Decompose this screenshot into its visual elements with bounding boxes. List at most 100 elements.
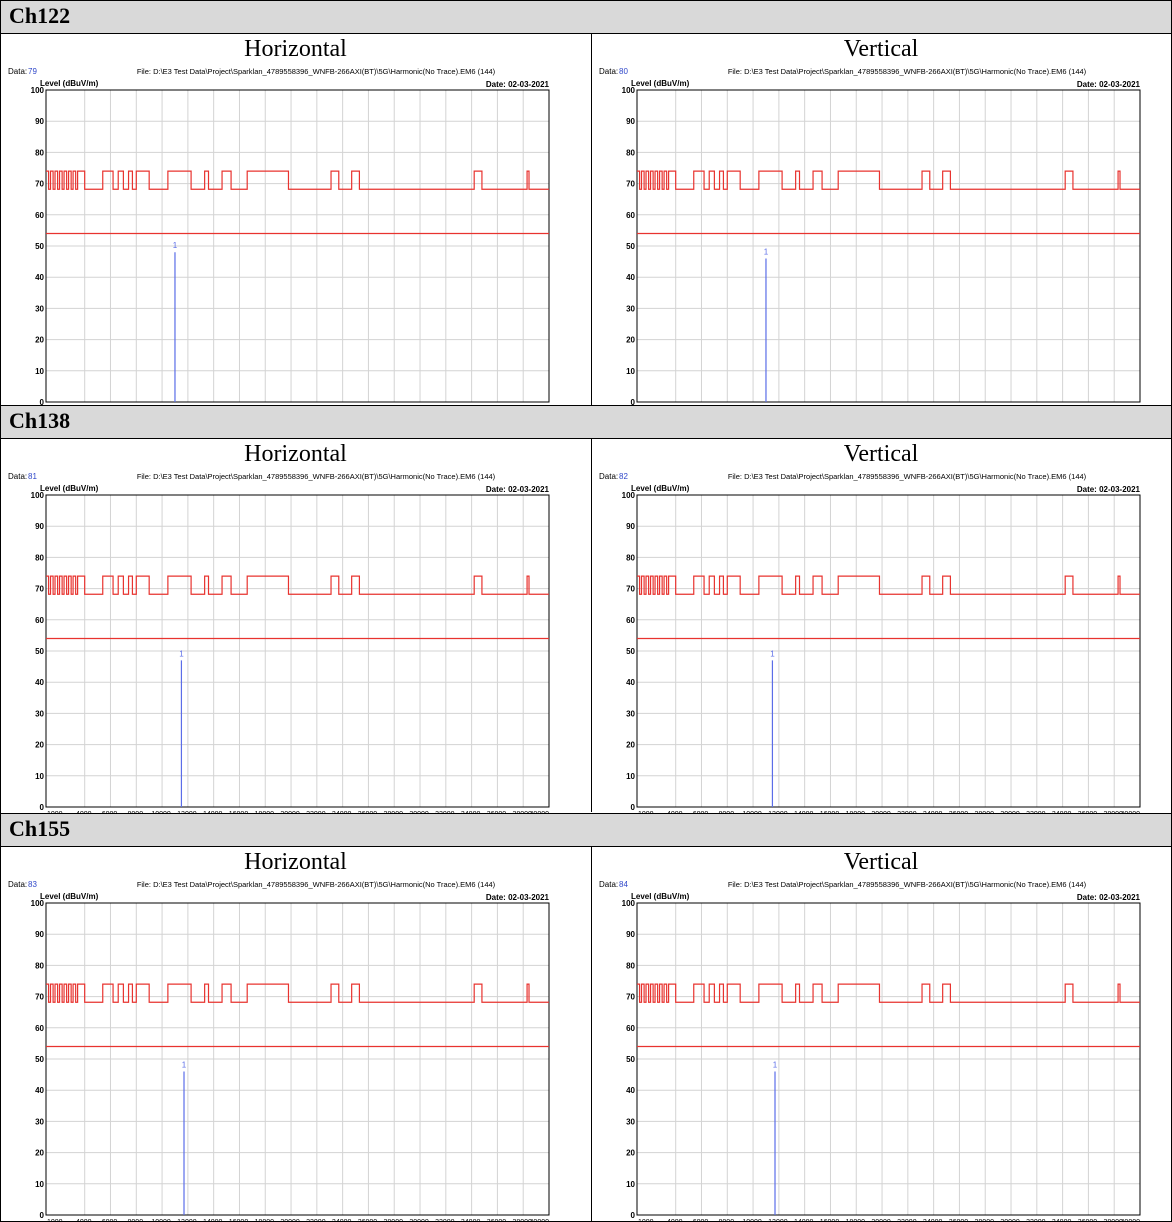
date-text: Date: 02-03-2021 — [486, 893, 550, 902]
x-tick-label: 22000. — [306, 1219, 327, 1222]
x-tick-label: 8000. — [719, 1219, 737, 1222]
data-label: Data: — [599, 880, 618, 889]
y-tick-label: 0 — [40, 803, 45, 812]
plot-frame — [45, 89, 550, 403]
y-tick-label: 20 — [626, 336, 635, 345]
x-tick-label: 4000. — [667, 1219, 685, 1222]
data-number: 83 — [28, 880, 37, 889]
x-tick-label: 6000. — [102, 1219, 120, 1222]
y-tick-label: 50 — [626, 1055, 635, 1064]
y-tick-label: 100 — [31, 86, 45, 95]
y-tick-label: 30 — [626, 304, 635, 313]
x-tick-label: 18000. — [255, 1219, 276, 1222]
x-tick-label: 14000. — [203, 1219, 224, 1222]
y-tick-label: 40 — [35, 1086, 44, 1095]
x-tick-label: 6000. — [693, 1219, 711, 1222]
x-tick-label: 36000. — [1078, 1219, 1099, 1222]
x-tick-label: 34000. — [461, 1219, 482, 1222]
y-tick-label: 70 — [35, 993, 44, 1002]
y-tick-label: 30 — [35, 709, 44, 718]
channel-title: Ch122 — [9, 3, 71, 28]
y-tick-label: 100 — [31, 491, 45, 500]
data-label: Data: — [599, 67, 618, 76]
emission-chart: Data: 79 File: D:\E3 Test Data\Project\Spa… — [8, 67, 550, 422]
y-tick-label: 0 — [40, 1211, 45, 1220]
marker-label: 1 — [173, 241, 178, 250]
x-tick-label: 26000. — [358, 1219, 379, 1222]
plot-frame — [45, 902, 550, 1216]
y-tick-label: 50 — [35, 1055, 44, 1064]
y-tick-label: 70 — [35, 180, 44, 189]
data-number: 84 — [619, 880, 628, 889]
x-tick-label: 10000. — [151, 1219, 172, 1222]
y-tick-label: 30 — [626, 709, 635, 718]
x-tick-label: 1000 — [638, 1219, 654, 1222]
x-tick-label: 38000. — [512, 1219, 533, 1222]
y-tick-label: 10 — [626, 1180, 635, 1189]
y-tick-label: 10 — [35, 772, 44, 781]
row-divider — [0, 0, 1172, 1]
x-tick-label: 20000. — [871, 1219, 892, 1222]
x-tick-label: 22000. — [897, 1219, 918, 1222]
y-tick-label: 80 — [626, 961, 635, 970]
peak-limit-line — [46, 575, 549, 595]
x-tick-label: 28000. — [384, 1219, 405, 1222]
emission-chart: Data: 84 File: D:\E3 Test Data\Project\Spa… — [599, 880, 1141, 1222]
y-tick-label: 10 — [626, 367, 635, 376]
x-tick-label: 1000 — [47, 1219, 63, 1222]
y-axis-label: Level (dBuV/m) — [40, 484, 99, 493]
y-tick-label: 0 — [631, 398, 636, 407]
marker-label: 1 — [773, 1060, 778, 1069]
y-tick-label: 40 — [626, 678, 635, 687]
polarization-label: Vertical — [843, 849, 919, 875]
y-tick-label: 20 — [626, 741, 635, 750]
emission-chart: Data: 83 File: D:\E3 Test Data\Project\Spa… — [8, 880, 550, 1222]
y-tick-label: 80 — [35, 553, 44, 562]
y-tick-label: 50 — [626, 242, 635, 251]
date-text: Date: 02-03-2021 — [1077, 485, 1141, 494]
x-tick-label: 18000. — [846, 1219, 867, 1222]
marker-label: 1 — [182, 1060, 187, 1069]
x-tick-label: 40000 — [1121, 1219, 1141, 1222]
y-tick-label: 70 — [35, 585, 44, 594]
x-tick-label: 30000. — [409, 1219, 430, 1222]
y-tick-label: 90 — [626, 522, 635, 531]
y-tick-label: 30 — [35, 1117, 44, 1126]
x-tick-label: 4000. — [76, 1219, 94, 1222]
date-text: Date: 02-03-2021 — [1077, 893, 1141, 902]
column-divider — [591, 438, 592, 812]
data-number: 79 — [28, 67, 37, 76]
y-axis-label: Level (dBuV/m) — [40, 892, 99, 901]
emission-chart: Data: 80 File: D:\E3 Test Data\Project\Spa… — [599, 67, 1141, 422]
polarization-label: Horizontal — [244, 36, 347, 62]
row-divider — [0, 846, 1172, 847]
y-tick-label: 20 — [35, 741, 44, 750]
x-tick-label: 8000. — [128, 1219, 146, 1222]
x-tick-label: 34000. — [1052, 1219, 1073, 1222]
peak-limit-line — [637, 575, 1140, 595]
file-path: File: D:\E3 Test Data\Project\Sparklan_4… — [728, 67, 1087, 76]
channel-title: Ch155 — [9, 816, 71, 841]
peak-limit-line — [637, 983, 1140, 1003]
x-tick-label: 16000. — [229, 1219, 250, 1222]
x-tick-label: 16000. — [820, 1219, 841, 1222]
y-tick-label: 100 — [622, 899, 636, 908]
plot-frame — [45, 494, 550, 808]
y-tick-label: 60 — [626, 1024, 635, 1033]
y-tick-label: 60 — [626, 211, 635, 220]
y-axis-label: Level (dBuV/m) — [631, 484, 690, 493]
table-border-left — [0, 0, 1, 1222]
x-tick-label: 20000. — [280, 1219, 301, 1222]
y-tick-label: 70 — [626, 585, 635, 594]
y-tick-label: 20 — [626, 1149, 635, 1158]
column-divider — [591, 846, 592, 1221]
x-tick-label: 38000. — [1103, 1219, 1124, 1222]
file-path: File: D:\E3 Test Data\Project\Sparklan_4… — [137, 67, 496, 76]
channel-header: Ch155 — [1, 814, 1171, 846]
y-tick-label: 30 — [35, 304, 44, 313]
y-tick-label: 40 — [626, 1086, 635, 1095]
x-tick-label: 12000. — [177, 1219, 198, 1222]
y-tick-label: 0 — [631, 803, 636, 812]
data-label: Data: — [8, 880, 27, 889]
y-tick-label: 50 — [35, 647, 44, 656]
